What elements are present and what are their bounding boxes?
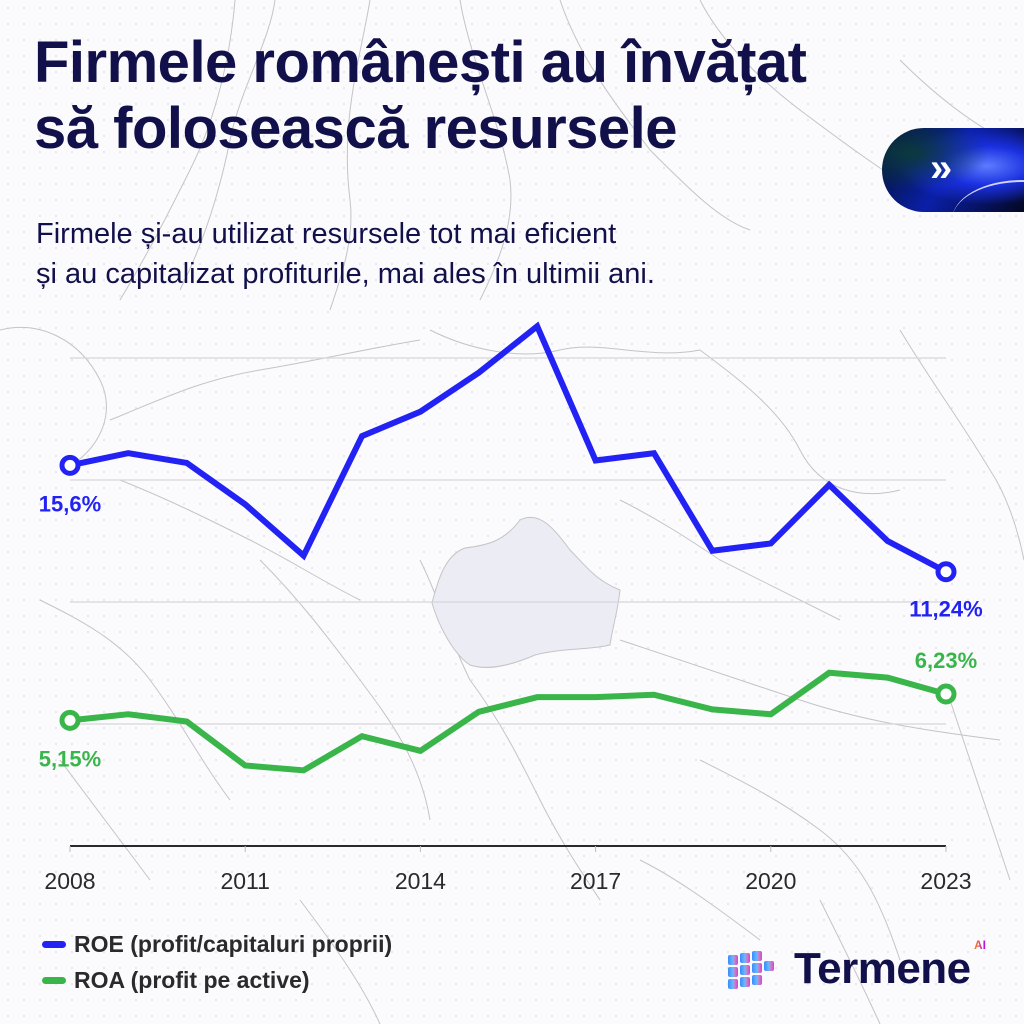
x-tick-label: 2023 — [920, 868, 971, 894]
legend-item-roa: ROA (profit pe active) — [42, 962, 392, 998]
legend-label-roa: ROA (profit pe active) — [74, 966, 310, 993]
brand-logo: Termene AI — [726, 938, 986, 994]
x-tick-label: 2017 — [570, 868, 621, 894]
next-slide-button[interactable]: » — [882, 128, 1024, 212]
endpoint-marker — [59, 454, 81, 476]
brand-name: Termene — [794, 944, 971, 993]
end-value-label: 11,24% — [909, 597, 982, 622]
endpoint-marker — [935, 683, 957, 705]
x-tick-label: 2020 — [745, 868, 796, 894]
value-labels: 15,6% 11,24% 5,15% 6,23% — [39, 491, 983, 771]
legend-swatch-roa — [42, 976, 66, 984]
subtitle: Firmele și-au utilizat resursele tot mai… — [36, 214, 655, 294]
end-value-label: 6,23% — [915, 648, 977, 673]
x-axis: 2008 2011 2014 2017 2020 2023 — [44, 845, 972, 894]
roa-line — [67, 669, 949, 774]
subtitle-line-1: Firmele și-au utilizat resursele tot mai… — [36, 218, 617, 250]
title-line-2: să folosească resursele — [34, 96, 678, 161]
start-value-label: 5,15% — [39, 746, 101, 771]
start-value-label: 15,6% — [39, 491, 101, 516]
page-title: Firmele românești au învățat să foloseas… — [34, 30, 807, 162]
brand-ai-badge: AI — [974, 938, 986, 952]
legend-item-roe: ROE (profit/capitaluri proprii) — [42, 926, 392, 962]
roe-line — [67, 321, 949, 575]
x-tick-label: 2011 — [220, 868, 269, 894]
endpoint-marker — [59, 709, 81, 731]
legend: ROE (profit/capitaluri proprii) ROA (pro… — [42, 926, 392, 998]
title-line-1: Firmele românești au învățat — [34, 30, 807, 95]
gridlines — [70, 357, 946, 725]
legend-label-roe: ROE (profit/capitaluri proprii) — [74, 930, 393, 957]
x-tick-label: 2008 — [44, 868, 95, 894]
subtitle-line-2: și au capitalizat profiturile, mai ales … — [36, 258, 655, 290]
cube-logo-icon — [728, 951, 774, 989]
legend-swatch-roe — [42, 940, 66, 948]
chart-series — [59, 321, 957, 774]
endpoint-marker — [935, 561, 957, 583]
x-tick-label: 2014 — [395, 868, 446, 894]
